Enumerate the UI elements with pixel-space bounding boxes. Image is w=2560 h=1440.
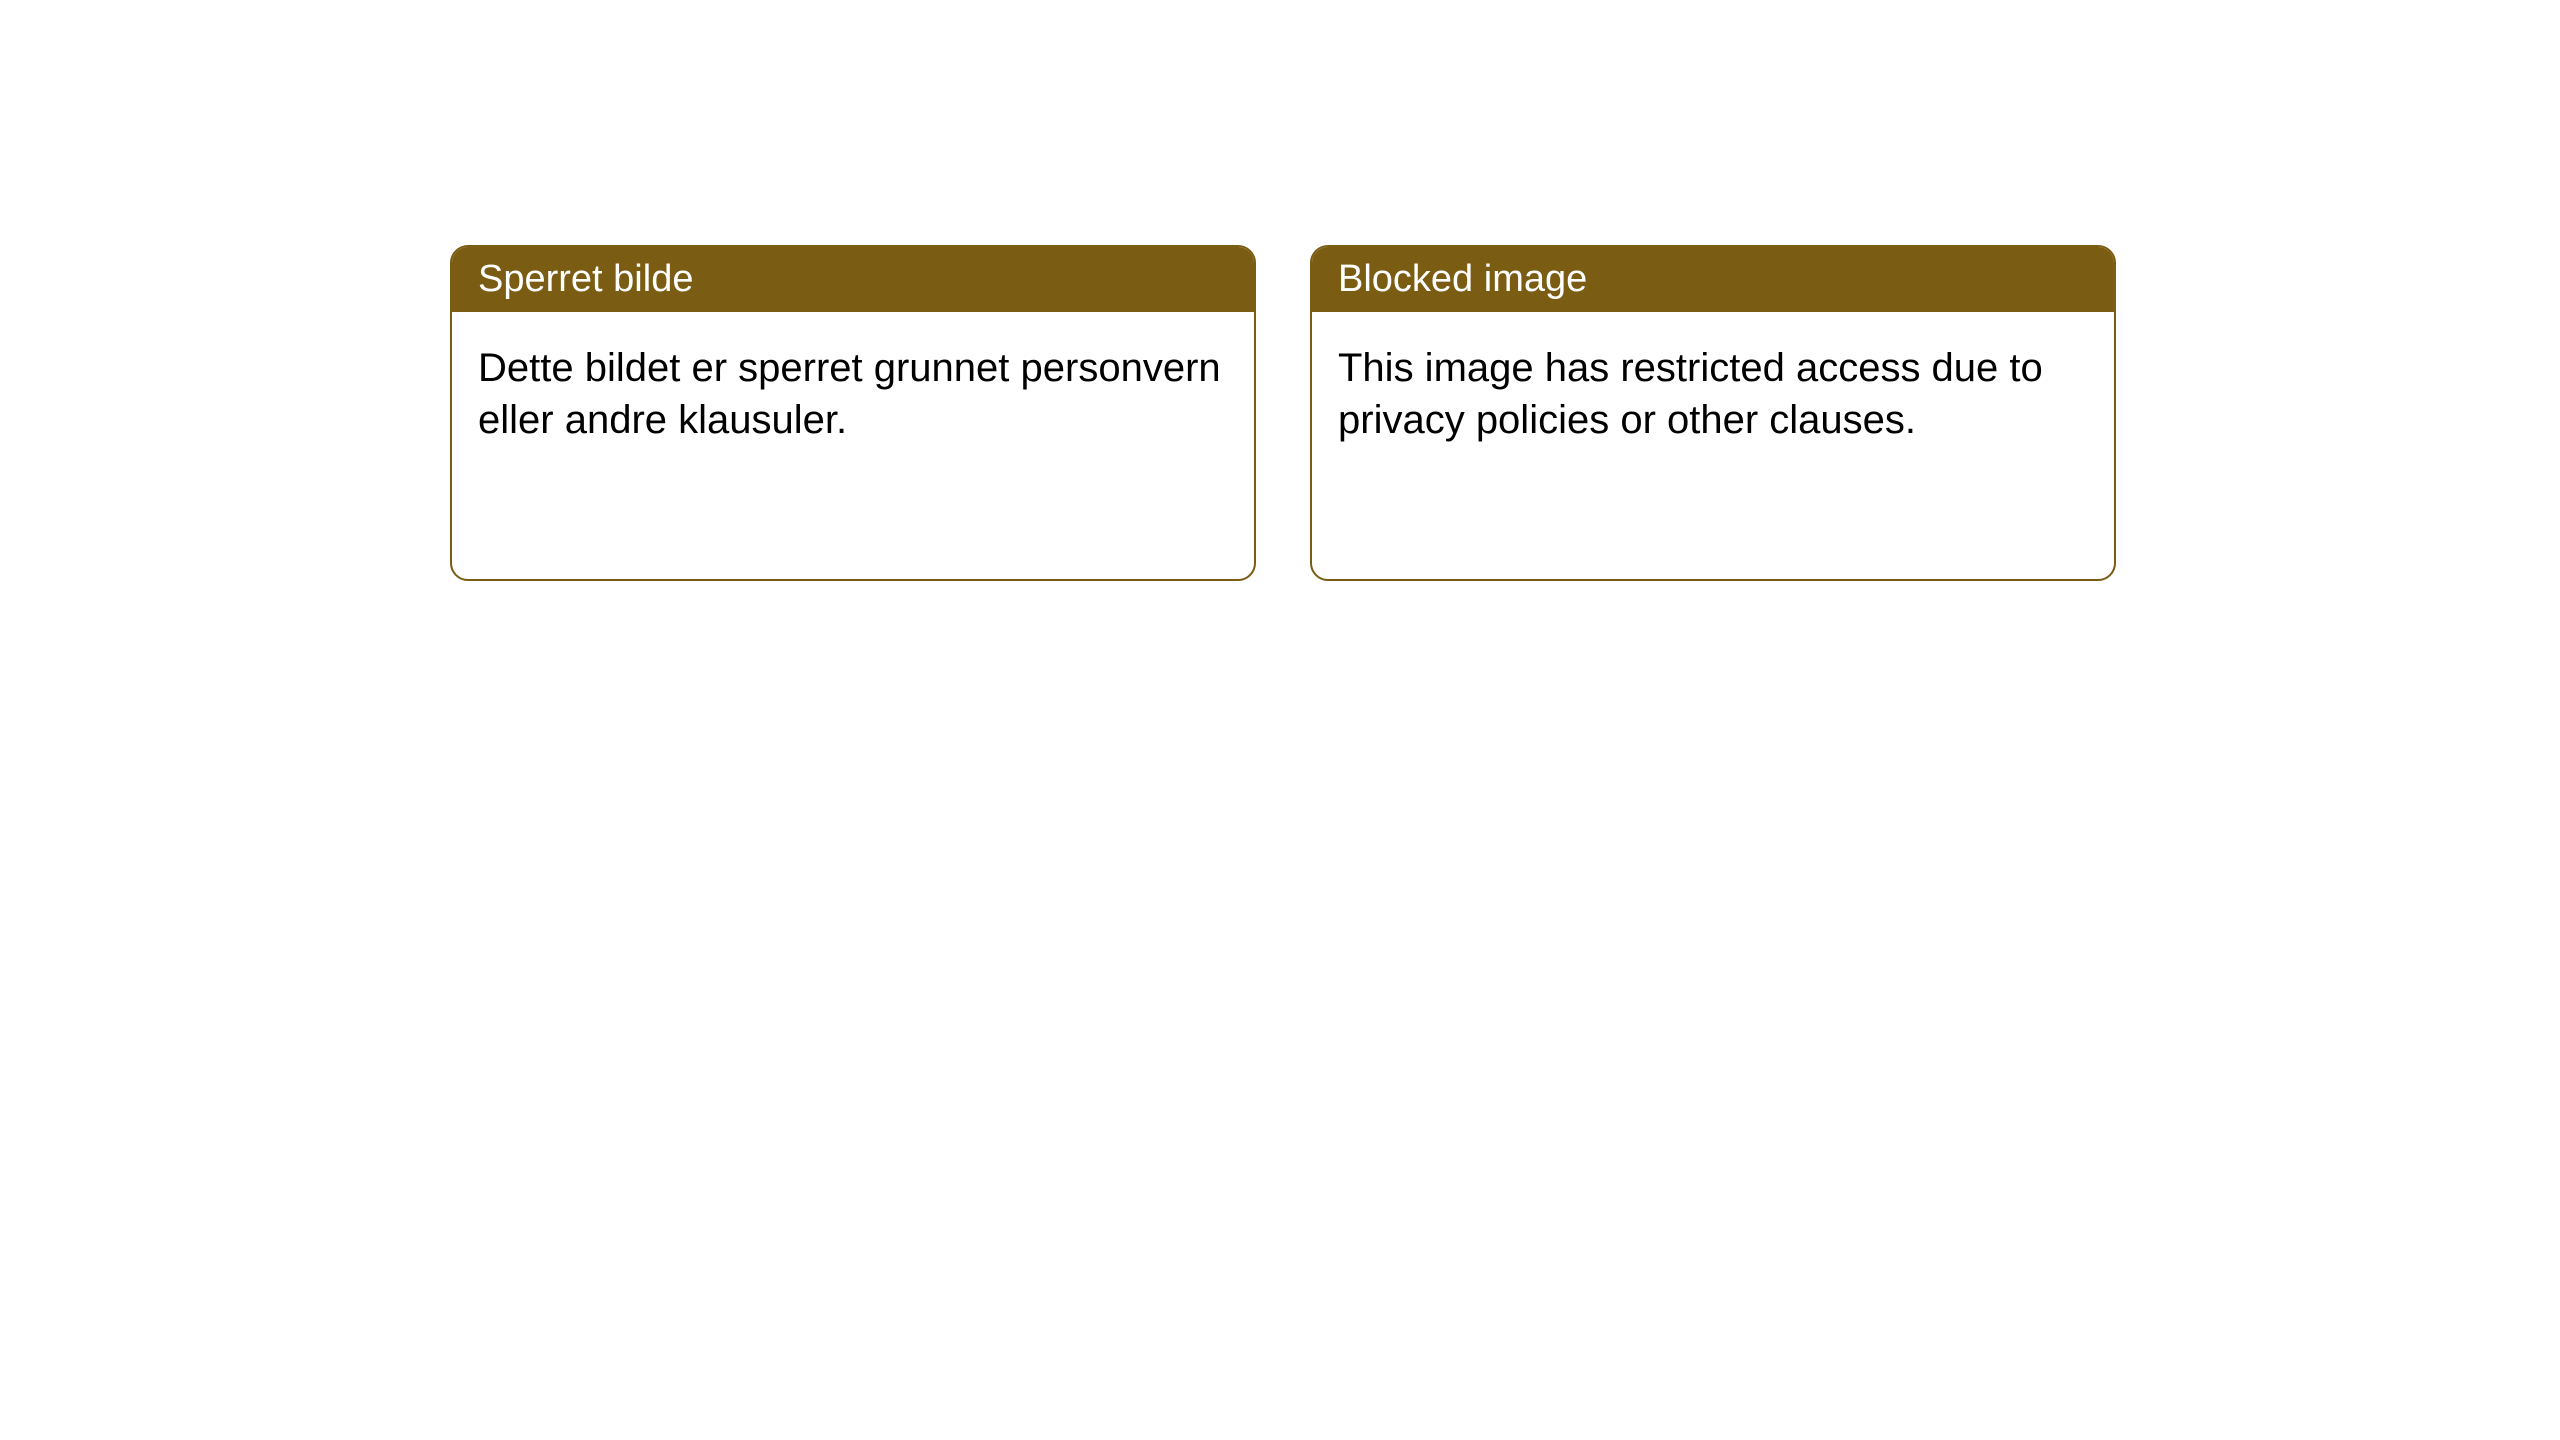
notice-card-english: Blocked image This image has restricted … <box>1310 245 2116 581</box>
notice-card-norwegian: Sperret bilde Dette bildet er sperret gr… <box>450 245 1256 581</box>
notice-body: This image has restricted access due to … <box>1312 312 2114 476</box>
notice-body: Dette bildet er sperret grunnet personve… <box>452 312 1254 476</box>
notice-header: Sperret bilde <box>452 247 1254 312</box>
notice-container: Sperret bilde Dette bildet er sperret gr… <box>0 0 2560 581</box>
notice-header: Blocked image <box>1312 247 2114 312</box>
